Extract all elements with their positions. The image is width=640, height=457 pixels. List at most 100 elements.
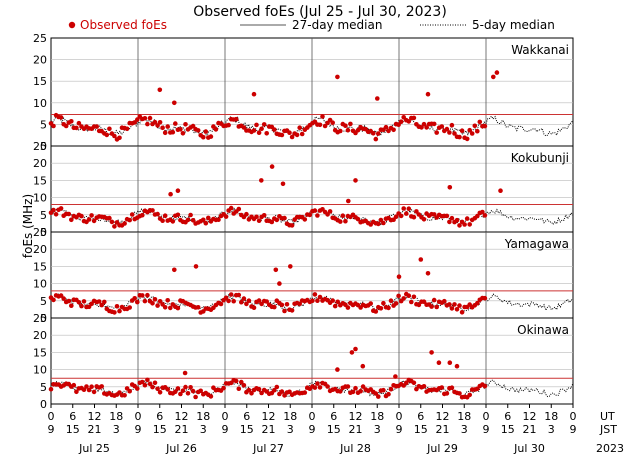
y-tick-label: 15 bbox=[33, 75, 47, 88]
observed-point bbox=[223, 295, 229, 301]
observed-point bbox=[424, 125, 429, 130]
observed-point bbox=[203, 220, 209, 226]
observed-point bbox=[429, 304, 434, 309]
observed-peak-point bbox=[353, 346, 358, 352]
x-tick-label-jst: 15 bbox=[414, 423, 428, 436]
y-tick-label: 10 bbox=[33, 364, 47, 377]
observed-point bbox=[58, 206, 64, 211]
observed-point bbox=[112, 224, 117, 229]
observed-point bbox=[142, 382, 148, 388]
observed-point bbox=[467, 392, 473, 398]
x-tick-label-jst: 21 bbox=[88, 423, 102, 436]
observed-peak-point bbox=[425, 271, 431, 276]
observed-point bbox=[228, 292, 234, 297]
observed-point bbox=[236, 386, 242, 392]
observed-point bbox=[335, 299, 341, 305]
observed-point bbox=[233, 116, 239, 122]
observed-point bbox=[343, 218, 348, 224]
observed-point bbox=[396, 122, 401, 127]
observed-point bbox=[81, 299, 87, 304]
x-tick-label-jst: 21 bbox=[349, 423, 363, 436]
observed-point bbox=[160, 125, 165, 131]
observed-point bbox=[376, 394, 381, 399]
observed-point bbox=[264, 131, 270, 136]
x-tick-label-jst: 3 bbox=[287, 423, 294, 436]
y-tick-label: 25 bbox=[33, 140, 47, 153]
observed-point bbox=[254, 122, 259, 128]
y-tick-label: 20 bbox=[33, 329, 47, 342]
observed-point bbox=[79, 213, 84, 219]
observed-point bbox=[157, 299, 163, 304]
observed-point bbox=[201, 217, 206, 223]
day-label: Jul 26 bbox=[165, 442, 197, 455]
x-tick-label-ut: 18 bbox=[196, 410, 210, 423]
observed-point bbox=[124, 126, 130, 132]
y-tick-label: 0 bbox=[40, 140, 47, 153]
observed-point bbox=[206, 215, 211, 221]
observed-point bbox=[170, 129, 176, 135]
observed-point bbox=[190, 123, 196, 129]
observed-point bbox=[371, 131, 376, 136]
observed-point bbox=[434, 304, 440, 310]
observed-point bbox=[48, 386, 54, 392]
x-tick-label-ut: 18 bbox=[457, 410, 471, 423]
observed-point bbox=[190, 388, 196, 394]
observed-point bbox=[195, 305, 201, 310]
observed-point bbox=[464, 136, 470, 142]
observed-point bbox=[79, 303, 84, 309]
observed-point bbox=[84, 384, 89, 389]
observed-point bbox=[439, 124, 445, 129]
x-tick-label-ut: 6 bbox=[156, 410, 163, 423]
observed-point bbox=[287, 130, 292, 135]
observed-point bbox=[452, 131, 457, 136]
y-axis-label: foEs (MHz) bbox=[21, 194, 35, 258]
station-label: Yamagawa bbox=[504, 237, 569, 251]
x-tick-label-jst: 9 bbox=[396, 423, 403, 436]
observed-point bbox=[401, 296, 407, 301]
observed-point bbox=[475, 213, 480, 219]
x-tick-label-jst: 21 bbox=[436, 423, 450, 436]
observed-point bbox=[444, 126, 450, 132]
observed-point bbox=[91, 218, 97, 224]
observed-peak-point bbox=[172, 267, 177, 273]
y-tick-label: 10 bbox=[33, 97, 47, 110]
x-tick-label-jst: 21 bbox=[523, 423, 537, 436]
observed-point bbox=[406, 119, 412, 124]
day-label: Jul 25 bbox=[78, 442, 110, 455]
observed-point bbox=[246, 387, 252, 393]
x-tick-label-ut: 12 bbox=[262, 410, 276, 423]
observed-point bbox=[330, 120, 336, 125]
observed-point bbox=[239, 299, 244, 305]
observed-peak-point bbox=[273, 267, 279, 273]
observed-point bbox=[332, 303, 338, 309]
observed-point bbox=[256, 386, 262, 392]
observed-peak-point bbox=[447, 185, 453, 190]
observed-point bbox=[421, 299, 427, 305]
day-label: Jul 30 bbox=[513, 442, 545, 455]
observed-point bbox=[180, 388, 186, 394]
observed-point bbox=[386, 391, 391, 397]
observed-point bbox=[109, 219, 115, 225]
observed-peak-point bbox=[280, 181, 286, 187]
observed-point bbox=[61, 296, 66, 301]
observed-point bbox=[317, 294, 323, 300]
observed-point bbox=[140, 212, 145, 218]
observed-point bbox=[307, 212, 313, 218]
panel-yamagawa: 0 5 10 15 20 25 Yamagawa bbox=[33, 226, 574, 325]
observed-point bbox=[350, 389, 356, 395]
x-tick-label-ut: 0 bbox=[570, 410, 577, 423]
observed-point bbox=[155, 123, 160, 128]
observed-point bbox=[188, 385, 193, 390]
observed-point bbox=[411, 380, 417, 386]
observed-peak-point bbox=[175, 188, 181, 193]
observed-point bbox=[312, 385, 318, 390]
observed-point bbox=[63, 123, 69, 129]
day-label: Jul 27 bbox=[252, 442, 284, 455]
station-label: Kokubunji bbox=[511, 151, 569, 165]
observed-point bbox=[449, 385, 455, 391]
observed-point bbox=[454, 307, 460, 312]
observed-point bbox=[391, 127, 396, 133]
observed-peak-point bbox=[494, 70, 500, 75]
observed-point bbox=[112, 133, 117, 139]
observed-point bbox=[294, 132, 300, 138]
